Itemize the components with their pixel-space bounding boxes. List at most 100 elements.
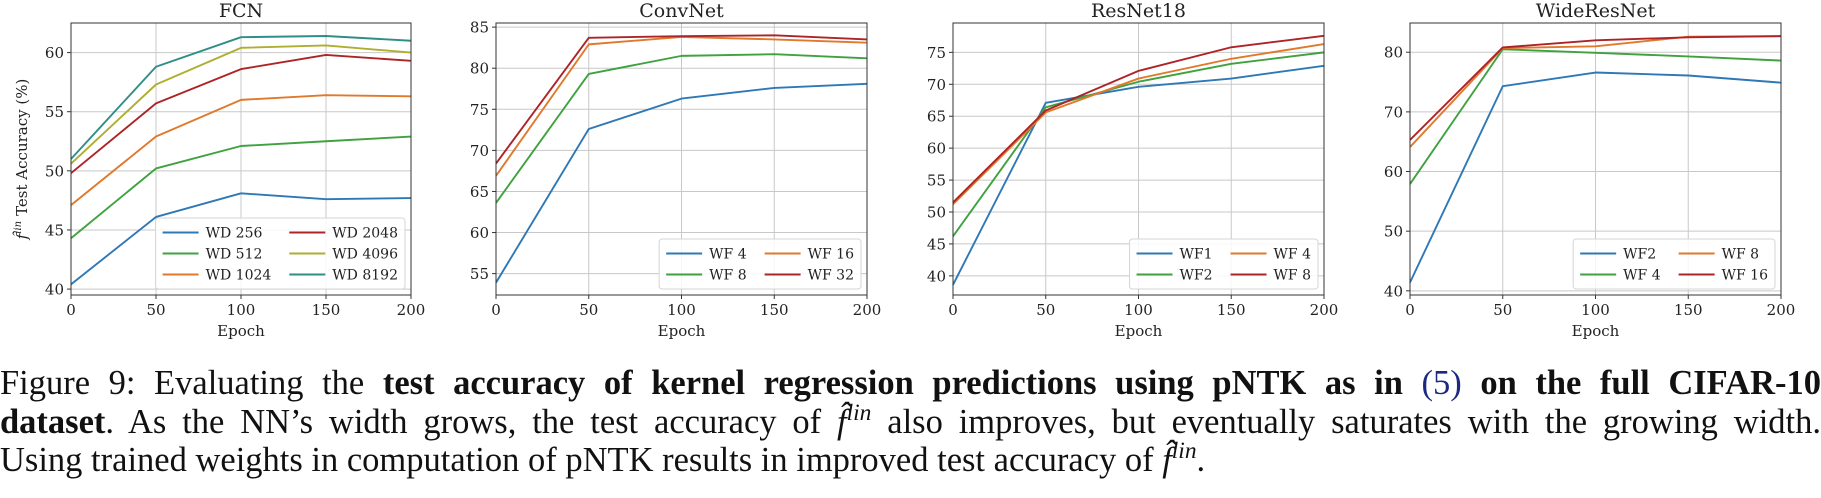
x-tick-label: 50 (579, 301, 598, 319)
x-tick-label: 0 (491, 301, 501, 319)
math-superscript: lin (1171, 438, 1197, 465)
x-tick-label: 200 (1767, 301, 1796, 319)
legend: WF 4 WF 8 WF 16 WF 32 (658, 238, 862, 290)
chart-title: ResNet18 (1091, 0, 1186, 22)
math-superscript: lin (846, 399, 872, 426)
figure-9-charts: 0 50 100 150 200 40 45 50 55 60 FCN Epoch f̂lin Test … (13, 0, 1796, 340)
series-line-wd-512 (70, 135, 412, 239)
series-line-wf2 (1409, 71, 1782, 283)
legend: WD 256 WD 512 WD 1024 WD 2048 WD 4096 WD 8192 (155, 217, 406, 290)
legend-label: WF 8 (709, 268, 746, 284)
y-tick-label: 60 (45, 44, 64, 62)
y-tick-label: 65 (470, 183, 489, 201)
y-axis-label: f̂lin Test Accuracy (%) (13, 79, 31, 241)
y-tick-label: 65 (927, 108, 946, 126)
x-tick-label: 100 (1124, 301, 1153, 319)
y-tick-label: 60 (470, 224, 489, 242)
y-tick-label: 55 (45, 103, 64, 121)
chart-title: FCN (219, 0, 263, 22)
series-line-wf-4 (952, 43, 1325, 206)
y-tick-label: 55 (927, 172, 946, 190)
caption-text: Figure 9: Evaluating the (0, 364, 383, 402)
y-axis-label-symbol: f̂ (13, 231, 31, 241)
legend-label: WF 16 (1722, 268, 1768, 284)
x-tick-label: 50 (146, 301, 165, 319)
y-tick-label: 70 (470, 142, 489, 160)
caption-text: . As the NN’s width grows, the test accu… (105, 402, 838, 441)
y-tick-label: 45 (45, 221, 64, 239)
y-tick-label: 85 (470, 19, 489, 37)
y-tick-label: 75 (927, 44, 946, 62)
x-tick-label: 100 (667, 301, 696, 319)
series-line-wf-16 (1409, 35, 1782, 141)
y-axis-label-superscript: lin (13, 221, 24, 234)
x-tick-label: 200 (397, 301, 426, 319)
series-line-wf-4 (495, 82, 868, 284)
x-tick-label: 150 (1217, 301, 1246, 319)
chart-panel-wideresnet: 0 50 100 150 200 40 50 60 70 80 WideResNet Epoch WF2… (1384, 0, 1795, 340)
x-tick-label: 50 (1036, 301, 1055, 319)
legend-label: WF 16 (808, 247, 854, 263)
chart-panel-resnet18: 0 50 100 150 200 40 45 50 55 60 65 70 75 ResNet18 Epoc… (927, 0, 1338, 340)
legend-label: WF2 (1623, 247, 1656, 263)
y-tick-label: 50 (927, 203, 946, 221)
x-tick-label: 50 (1493, 301, 1512, 319)
legend-label: WD 8192 (332, 268, 398, 284)
caption-bold: test accuracy of kernel regression predi… (382, 364, 1422, 402)
x-axis-label: Epoch (658, 322, 706, 340)
legend-label: WF 8 (1274, 268, 1311, 284)
chart-title: WideResNet (1536, 0, 1656, 22)
x-tick-label: 100 (1581, 301, 1610, 319)
legend-box (1129, 238, 1319, 290)
legend-label: WD 512 (206, 247, 263, 263)
caption-bold: on the full CIFAR-10 (1461, 364, 1821, 402)
y-axis-label-text: Test Accuracy (%) (13, 79, 31, 216)
legend-label: WF 32 (808, 268, 854, 284)
x-tick-label: 150 (312, 301, 341, 319)
legend: WF1 WF2 WF 4 WF 8 (1129, 238, 1319, 290)
caption-text: Using trained weights in computation of … (0, 441, 1163, 479)
series-line-wf-4 (1409, 48, 1782, 185)
legend-label: WF 4 (709, 247, 747, 263)
y-tick-label: 50 (1384, 223, 1403, 241)
legend: WF2 WF 4 WF 8 WF 16 (1572, 238, 1776, 290)
legend-label: WF1 (1180, 247, 1213, 263)
y-tick-label: 40 (927, 267, 946, 285)
equation-reference-link[interactable]: (5) (1421, 364, 1462, 402)
caption-text: also improves, but eventually saturates … (871, 402, 1821, 441)
x-tick-label: 200 (1310, 301, 1339, 319)
y-tick-label: 40 (1384, 282, 1403, 300)
x-axis-label: Epoch (1115, 322, 1163, 340)
series-line-wf2 (952, 51, 1325, 237)
legend-label: WD 256 (206, 226, 263, 242)
math-symbol: f̂ (1162, 441, 1172, 479)
y-tick-label: 60 (1384, 163, 1403, 181)
x-axis-label: Epoch (1572, 322, 1620, 340)
series-line-wd-8192 (70, 35, 412, 160)
x-tick-label: 150 (1674, 301, 1703, 319)
caption-text: . (1196, 441, 1206, 479)
caption-line-3: Using trained weights in computation of … (0, 438, 1821, 480)
caption-bold: dataset (0, 402, 106, 441)
y-tick-label: 70 (927, 76, 946, 94)
series-line-wd-4096 (70, 44, 412, 165)
legend-label: WF 4 (1623, 268, 1661, 284)
legend-box (658, 238, 862, 290)
y-tick-label: 70 (1384, 103, 1403, 121)
chart-panel-fcn: 0 50 100 150 200 40 45 50 55 60 FCN Epoch f̂lin Test … (13, 0, 426, 340)
series-line-wd-2048 (70, 53, 412, 174)
legend-label: WD 2048 (332, 226, 398, 242)
x-tick-label: 200 (853, 301, 882, 319)
y-tick-label: 60 (927, 140, 946, 158)
y-tick-label: 40 (45, 281, 64, 299)
legend-box (1572, 238, 1776, 290)
legend-box (155, 217, 406, 290)
legend-label: WD 4096 (332, 247, 398, 263)
chart-panel-convnet: 0 50 100 150 200 55 60 65 70 75 80 85 ConvNet Epoch WF… (470, 0, 881, 340)
x-tick-label: 150 (760, 301, 789, 319)
chart-title: ConvNet (639, 0, 724, 22)
series-line-wd-1024 (70, 94, 412, 206)
x-tick-label: 100 (227, 301, 256, 319)
caption-line-2: dataset. As the NN’s width grows, the te… (0, 399, 1821, 442)
legend-label: WF 8 (1722, 247, 1759, 263)
